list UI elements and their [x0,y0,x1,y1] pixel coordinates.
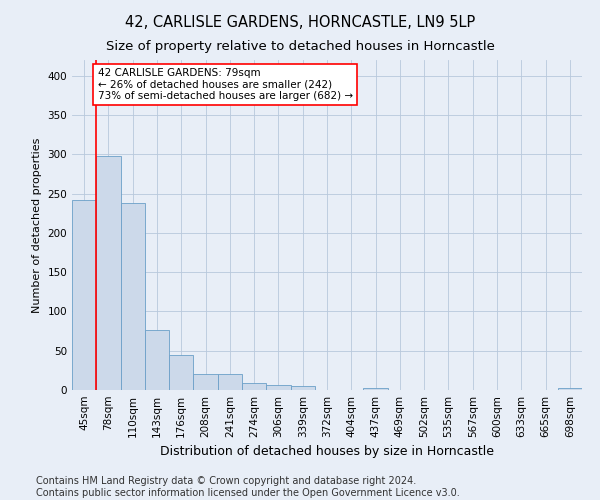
Text: Contains HM Land Registry data © Crown copyright and database right 2024.
Contai: Contains HM Land Registry data © Crown c… [36,476,460,498]
Bar [364,388,388,390]
Bar [145,330,169,390]
Bar [558,388,582,390]
Text: 42 CARLISLE GARDENS: 79sqm
← 26% of detached houses are smaller (242)
73% of sem: 42 CARLISLE GARDENS: 79sqm ← 26% of deta… [97,68,353,101]
X-axis label: Distribution of detached houses by size in Horncastle: Distribution of detached houses by size … [160,446,494,458]
Bar [72,200,96,390]
Text: Size of property relative to detached houses in Horncastle: Size of property relative to detached ho… [106,40,494,53]
Bar [218,374,242,390]
Bar [193,374,218,390]
Bar [266,384,290,390]
Y-axis label: Number of detached properties: Number of detached properties [32,138,42,312]
Bar [96,156,121,390]
Bar [121,203,145,390]
Bar [242,383,266,390]
Bar [290,386,315,390]
Bar [169,354,193,390]
Text: 42, CARLISLE GARDENS, HORNCASTLE, LN9 5LP: 42, CARLISLE GARDENS, HORNCASTLE, LN9 5L… [125,15,475,30]
